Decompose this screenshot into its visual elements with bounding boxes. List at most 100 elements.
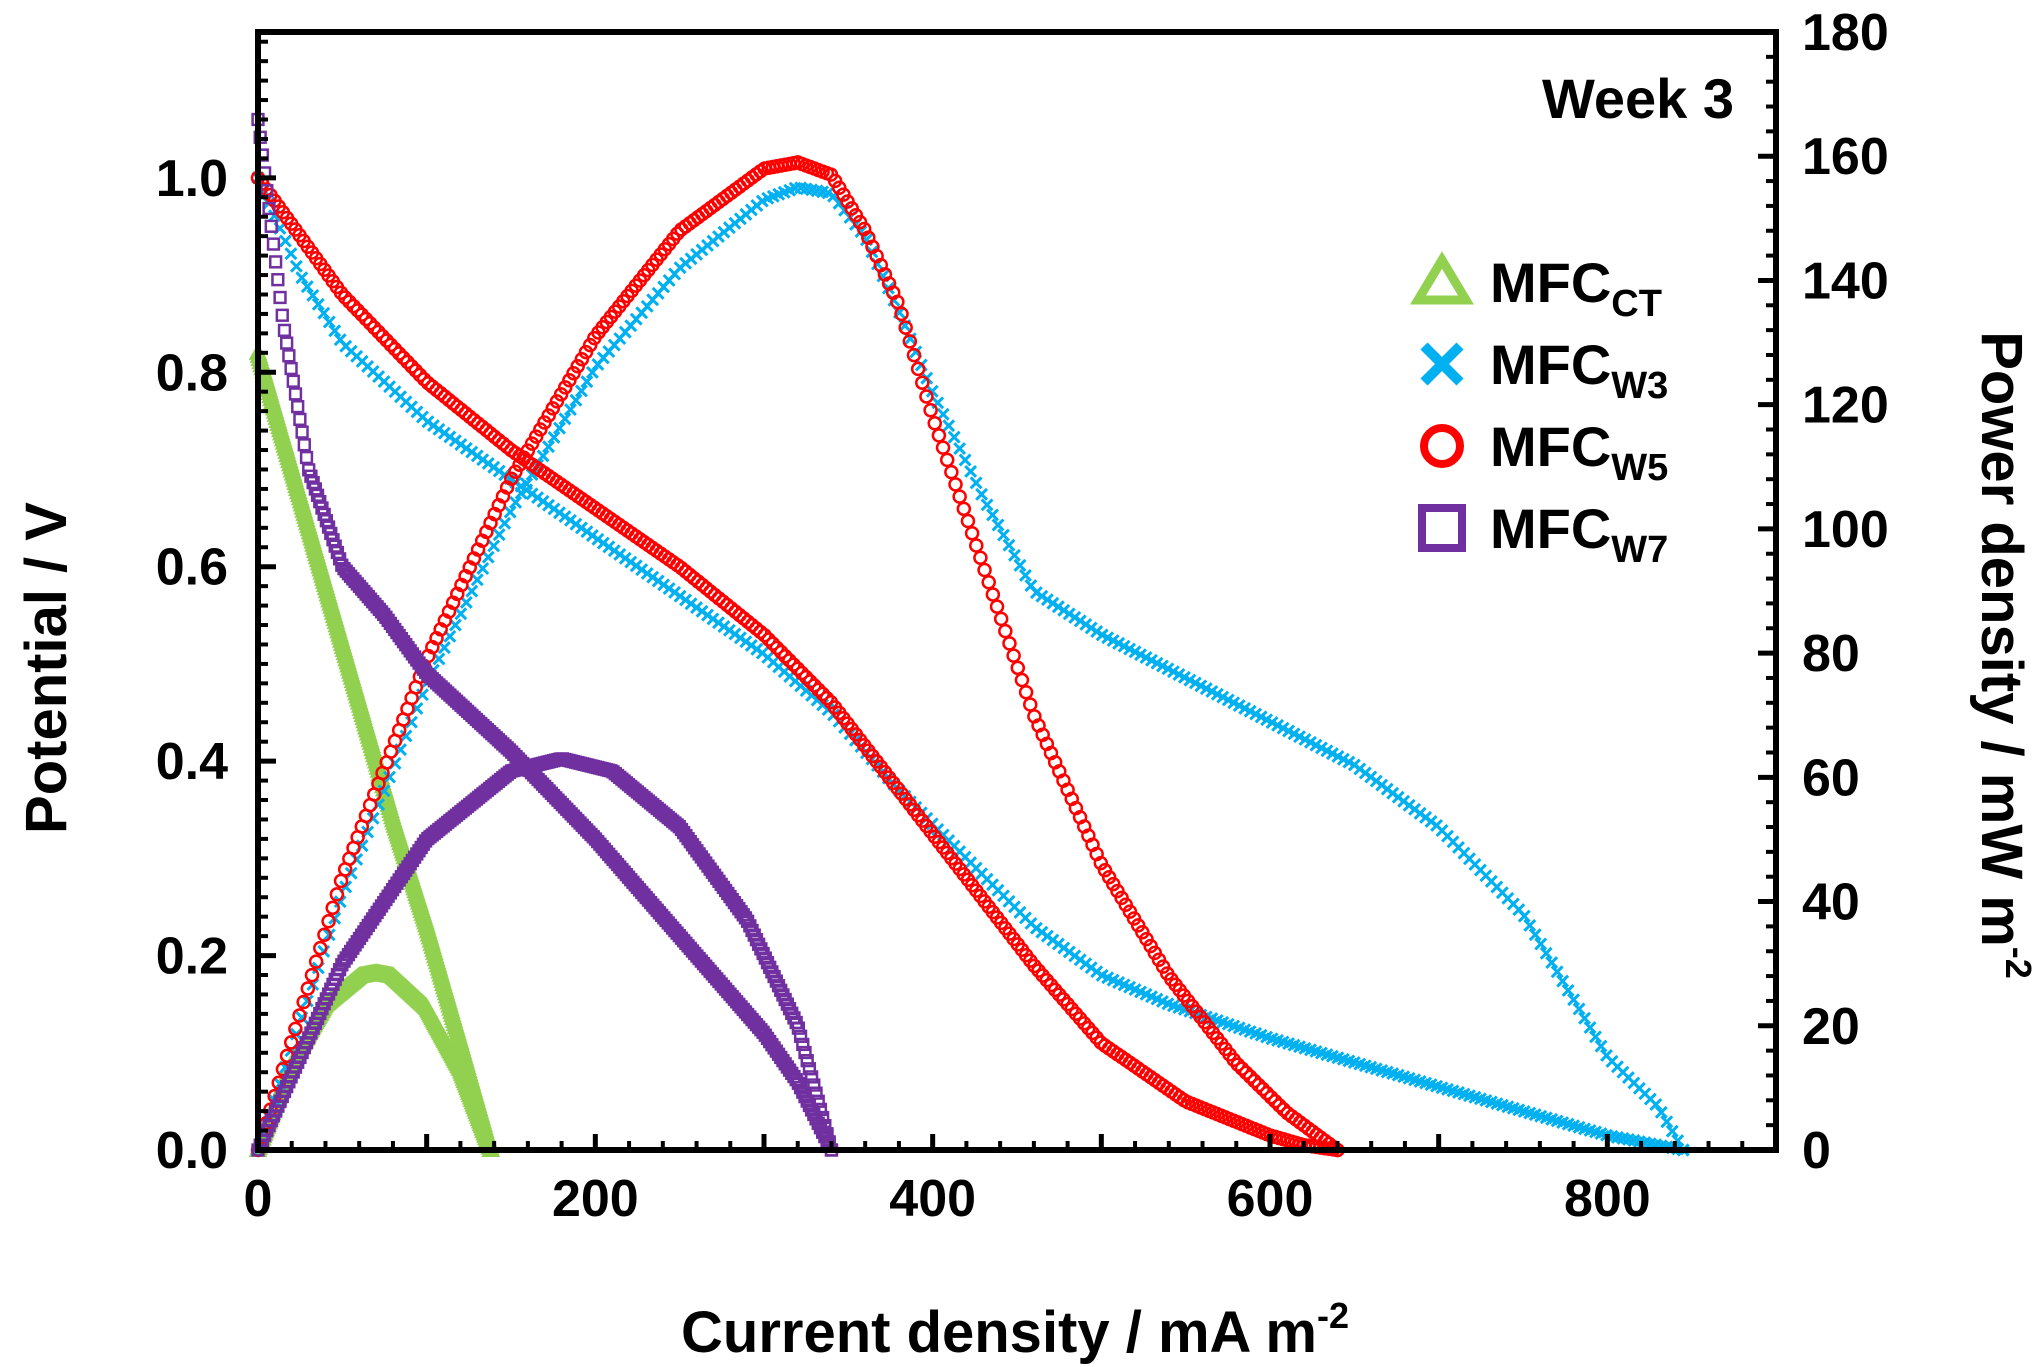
- legend-label-ct: MFCCT: [1490, 251, 1662, 325]
- data-point-w5-power: [1006, 648, 1021, 663]
- x-tick-label: 400: [889, 1170, 976, 1228]
- data-point-w5-power: [993, 611, 1009, 627]
- data-point-w3-power: [953, 442, 967, 456]
- data-point-w7-polarization: [262, 201, 276, 216]
- y2-tick-label: 20: [1802, 998, 1860, 1056]
- legend-entry-w5: MFCW5: [1420, 415, 1668, 489]
- data-point-w3-power: [958, 453, 972, 467]
- data-point-w5-power: [973, 550, 988, 565]
- data-point-w5-power: [296, 994, 311, 1010]
- data-point-w5-power: [894, 306, 909, 322]
- data-point-w5-polarization: [807, 678, 822, 693]
- data-point-w5-polarization: [371, 324, 386, 340]
- data-point-w5-polarization: [391, 346, 407, 361]
- data-point-w3-power: [300, 994, 314, 1008]
- data-point-w7-polarization: [293, 412, 307, 427]
- y2-tick-label: 140: [1802, 252, 1889, 310]
- legend-label-sub: W5: [1611, 447, 1668, 489]
- legend-marker-ct: [1410, 251, 1474, 305]
- legend-label-w7: MFCW7: [1490, 497, 1668, 571]
- data-point-w7-polarization: [277, 323, 292, 338]
- data-point-w5-power: [553, 387, 569, 402]
- data-point-w7-power: [802, 1062, 817, 1076]
- legend-entry-w7: MFCW7: [1418, 497, 1668, 571]
- data-point-w7-polarization: [299, 450, 314, 465]
- data-point-w3-power: [498, 516, 512, 530]
- data-point-w5-power: [321, 914, 336, 929]
- data-point-w3-power: [558, 412, 572, 426]
- series-w5-polarization: [250, 170, 1345, 1158]
- data-point-w3-power: [1556, 974, 1570, 988]
- data-point-w5-power: [989, 599, 1005, 614]
- plot-frame: [255, 29, 1779, 1153]
- data-point-w5-power: [574, 351, 590, 367]
- data-point-w5-power: [1238, 1065, 1254, 1080]
- data-point-w5-power: [537, 415, 552, 430]
- data-point-w5-power: [935, 440, 951, 455]
- data-point-w3-power: [481, 550, 495, 564]
- x-axis-title-sup: -2: [1317, 1295, 1349, 1336]
- data-point-w5-power: [1263, 1089, 1279, 1105]
- data-point-w5-power: [964, 526, 980, 541]
- y-tick-label: 0.6: [156, 539, 228, 597]
- data-point-w7-polarization: [291, 400, 305, 414]
- data-point-w7-power: [798, 1045, 812, 1060]
- data-point-w5-power: [902, 334, 918, 349]
- data-point-w5-power: [512, 457, 527, 472]
- data-point-w7-polarization: [297, 438, 311, 452]
- data-point-w5-polarization: [367, 320, 382, 335]
- data-point-w3-power: [454, 607, 468, 621]
- data-point-w7-power: [818, 1118, 832, 1133]
- data-point-w7-polarization: [286, 374, 300, 388]
- data-point-w3-power: [1534, 937, 1548, 951]
- data-point-w7-power: [793, 1029, 808, 1043]
- data-point-w3-power: [1660, 1115, 1674, 1129]
- data-point-w3-power: [520, 477, 534, 491]
- data-point-w5-polarization: [757, 628, 772, 643]
- data-point-w3-power: [470, 573, 484, 587]
- data-point-w5-polarization: [350, 303, 365, 318]
- data-point-w5-polarization: [416, 372, 432, 387]
- y-tick-label: 1.0: [156, 150, 228, 208]
- data-point-w3-power: [997, 528, 1010, 542]
- data-point-w5-power: [960, 513, 976, 529]
- data-point-w7-polarization: [264, 219, 278, 233]
- x-tick-label: 0: [244, 1170, 273, 1228]
- data-point-w5-power: [1234, 1061, 1250, 1076]
- data-point-w3-power: [1649, 1097, 1663, 1111]
- data-point-w5-polarization: [794, 665, 810, 681]
- data-point-w5-power: [582, 337, 598, 353]
- data-point-w3-power: [509, 495, 523, 509]
- y2-axis-title-sup: -2: [1998, 947, 2039, 979]
- data-point-w5-power: [528, 429, 544, 444]
- x-axis-title-main: Current density / mA m: [681, 1300, 1317, 1365]
- data-point-w5-power: [549, 394, 565, 409]
- data-point-w5-polarization: [790, 661, 805, 677]
- data-point-w3-power: [1550, 965, 1564, 979]
- data-point-w5-power: [977, 562, 992, 578]
- data-point-w7-polarization: [268, 255, 283, 269]
- data-point-w3-power: [1523, 918, 1537, 932]
- data-point-w3-polarization: [284, 247, 298, 261]
- data-point-w7-polarization: [273, 290, 287, 305]
- legend-label-main: MFC: [1490, 251, 1611, 314]
- data-point-w3-power: [1545, 956, 1559, 970]
- data-point-w3-power: [476, 562, 490, 575]
- data-point-w7-polarization: [288, 387, 303, 401]
- data-point-w3-power: [1528, 928, 1542, 942]
- data-point-w5-power: [1247, 1073, 1262, 1089]
- data-point-w3-power: [964, 464, 978, 478]
- data-point-w3-polarization: [317, 306, 331, 320]
- data-point-w5-polarization: [404, 359, 419, 374]
- data-point-w5-polarization: [815, 686, 830, 702]
- data-point-w3-polarization: [278, 234, 292, 248]
- series-ct: [248, 343, 501, 1158]
- data-point-w5-power: [308, 954, 324, 969]
- data-point-w5-power: [898, 320, 913, 335]
- data-point-w5-polarization: [761, 632, 776, 647]
- x-tick-label: 800: [1564, 1170, 1651, 1228]
- data-point-w5-power: [956, 501, 972, 517]
- data-point-w5-polarization: [412, 367, 428, 383]
- data-point-w5-power: [1018, 685, 1034, 700]
- data-point-w5-power: [1093, 855, 1109, 871]
